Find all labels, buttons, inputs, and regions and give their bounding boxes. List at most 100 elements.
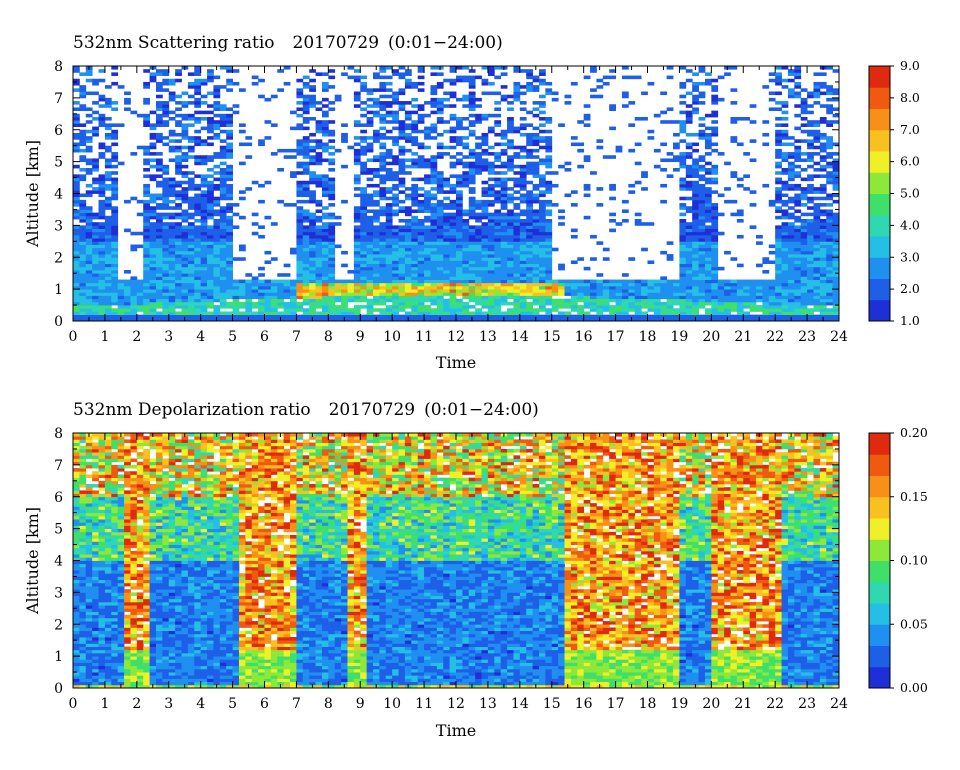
colorbar-segment [869, 142, 890, 148]
colorbar-segment [869, 265, 890, 271]
colorbar-segment [869, 649, 890, 655]
x-tick-label: 0 [69, 696, 78, 712]
colorbar-segment [869, 458, 890, 464]
colorbar-segment [869, 231, 890, 237]
chart-title-date: 20170729 [329, 400, 416, 420]
x-tick-label: 11 [415, 696, 433, 712]
y-tick-label: 7 [54, 458, 63, 474]
colorbar-tick-label: 7.0 [900, 122, 920, 137]
colorbar-segment [869, 471, 890, 476]
y-tick-label: 6 [54, 123, 63, 139]
colorbar-tick-label: 8.0 [900, 90, 920, 105]
colorbar-segment [869, 138, 890, 143]
x-tick-label: 11 [415, 329, 433, 345]
panel-depolarization-ratio: 0 1 2 3 4 5 6 7 8 9 10 11 12 13 14 15 16 17 18 19 20 21 22 23 24… [23, 400, 928, 740]
x-tick-label: 19 [671, 696, 689, 712]
colorbar-segment [869, 450, 890, 455]
x-tick-label: 8 [324, 696, 333, 712]
colorbar-segment [869, 624, 890, 629]
x-tick-label: 17 [607, 329, 625, 345]
x-tick-label: 5 [228, 329, 237, 345]
colorbar-segment [869, 445, 890, 451]
colorbar-segment [869, 462, 890, 468]
colorbar-segment [869, 577, 890, 583]
colorbar-segment [869, 475, 890, 481]
y-axis-ticks: 0 1 2 3 4 5 6 7 8 [54, 426, 839, 697]
x-tick-label: 18 [639, 696, 657, 712]
x-tick-label: 10 [383, 329, 401, 345]
colorbar-segment [869, 278, 890, 284]
x-tick-label: 0 [69, 329, 78, 345]
x-tick-label: 16 [575, 329, 593, 345]
colorbar-segment [869, 586, 890, 591]
x-tick-label: 4 [196, 696, 205, 712]
colorbar-segment [869, 620, 890, 625]
x-tick-label: 5 [228, 696, 237, 712]
colorbar-segment [869, 91, 890, 97]
y-tick-label: 1 [54, 649, 63, 665]
x-tick-label: 12 [447, 696, 465, 712]
colorbar-segment [869, 556, 890, 561]
x-tick-label: 17 [607, 696, 625, 712]
x-tick-label: 2 [132, 696, 141, 712]
colorbar-segment [869, 679, 890, 685]
x-tick-label: 22 [766, 696, 784, 712]
colorbar-segment [869, 441, 890, 447]
x-tick-label: 2 [132, 329, 141, 345]
y-tick-label: 7 [54, 91, 63, 107]
colorbar-segment [869, 658, 890, 663]
y-axis-label: Altitude [km] [23, 140, 42, 248]
x-tick-label: 20 [702, 696, 720, 712]
colorbar-segment [869, 219, 890, 224]
x-axis-label: Time [436, 721, 476, 740]
colorbar-tick-label: 0.00 [900, 680, 928, 695]
colorbar-segment [869, 87, 890, 92]
colorbar-segment [869, 518, 890, 523]
colorbar-segment [869, 492, 890, 498]
colorbar-segment [869, 117, 890, 122]
colorbar-segment [869, 227, 890, 233]
colorbar-segment [869, 151, 890, 156]
x-tick-label: 4 [196, 329, 205, 345]
y-tick-label: 8 [54, 59, 63, 75]
colorbar-segment [869, 78, 890, 84]
colorbar-tick-label: 0.20 [900, 425, 928, 440]
colorbar-segment [869, 104, 890, 109]
colorbar-segment [869, 316, 890, 322]
x-tick-label: 24 [830, 696, 848, 712]
x-tick-label: 23 [798, 696, 816, 712]
colorbar-segment [869, 569, 890, 574]
colorbar-segment [869, 257, 890, 262]
colorbar-segment [869, 522, 890, 527]
colorbar-segment [869, 236, 890, 241]
colorbar-segment [869, 666, 890, 672]
colorbar-segment [869, 632, 890, 638]
y-tick-label: 8 [54, 426, 63, 442]
chart-title-date: 20170729 [293, 33, 380, 53]
colorbar-segment [869, 282, 890, 288]
chart-title-name: 532nm Scattering ratio [73, 33, 275, 53]
y-tick-label: 4 [54, 554, 63, 570]
colorbar-segment [869, 437, 890, 442]
colorbar-segment [869, 214, 890, 220]
x-tick-label: 1 [100, 696, 109, 712]
colorbar-segment [869, 479, 890, 485]
colorbar-segment [869, 513, 890, 519]
x-tick-label: 9 [356, 329, 365, 345]
colorbar-segment [869, 304, 890, 309]
chart-title: 532nm Scattering ratio 20170729 (0:01−24:0… [73, 33, 503, 53]
colorbar-tick-label: 9.0 [900, 58, 920, 73]
colorbar-segment [869, 611, 890, 617]
colorbar-segment [869, 248, 890, 254]
colorbar-segment [869, 261, 890, 267]
x-tick-label: 1 [100, 329, 109, 345]
y-tick-label: 0 [54, 314, 63, 330]
x-tick-label: 21 [734, 329, 752, 345]
colorbar-tick-label: 4.0 [900, 217, 920, 232]
colorbar-segment [869, 159, 890, 165]
y-tick-label: 4 [54, 187, 63, 203]
y-tick-label: 2 [54, 617, 63, 633]
colorbar-segment [869, 129, 890, 135]
colorbar-segment [869, 270, 890, 275]
colorbar-segment [869, 185, 890, 190]
